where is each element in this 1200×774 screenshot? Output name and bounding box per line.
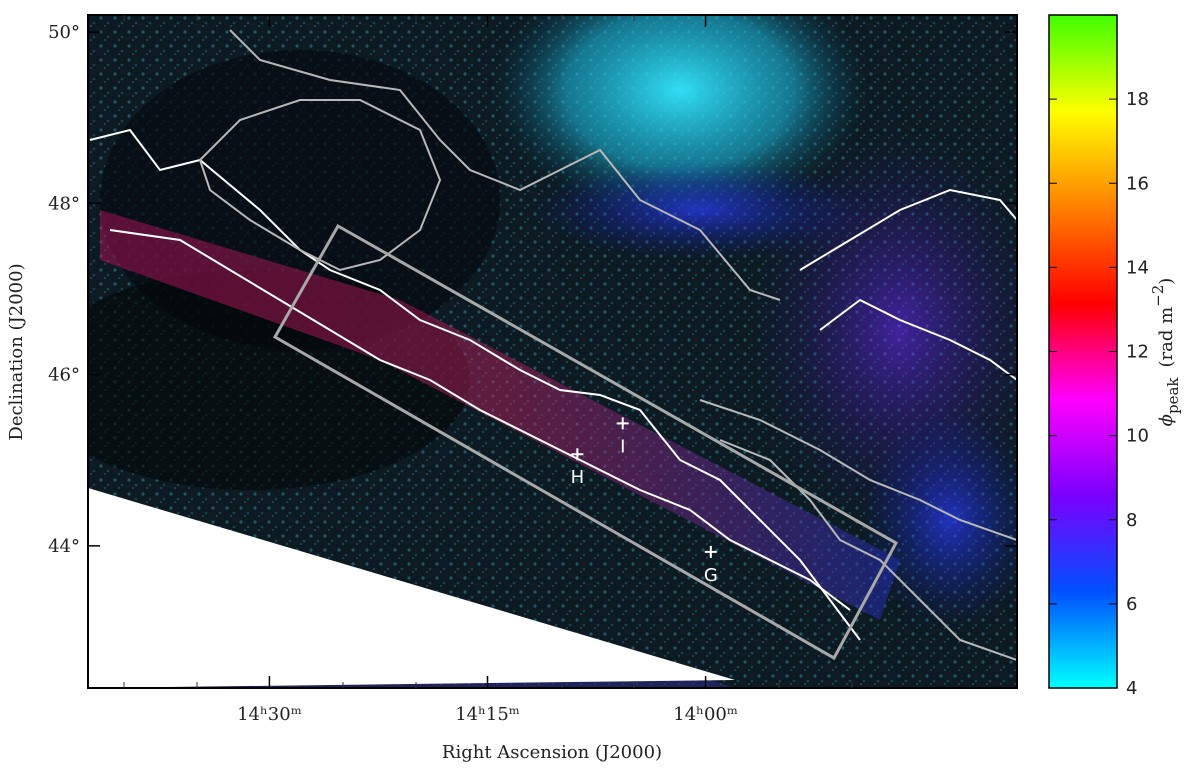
x-tick-label: 14ʰ00ᵐ (673, 704, 738, 725)
source-label: H (571, 467, 585, 488)
colorbar-tick-label: 14 (1126, 257, 1149, 278)
plot-frame (87, 14, 1018, 689)
y-tick-label: 44° (48, 536, 80, 557)
colorbar-label-close: ) (1156, 278, 1177, 285)
colorbar-tick-label: 4 (1126, 678, 1137, 699)
colorbar-label-superscript: −2 (1149, 285, 1167, 307)
colorbar-label-symbol: ϕ (1156, 414, 1177, 426)
colorbar-tick-label: 16 (1126, 173, 1149, 194)
source-marker (571, 448, 584, 461)
source-label: G (704, 565, 718, 586)
colorbar-tick-label: 10 (1126, 426, 1149, 447)
colorbar-label-unit: (rad m (1156, 307, 1177, 368)
source-marker (704, 545, 717, 558)
y-axis-title: Declination (J2000) (6, 263, 27, 440)
y-tick-label: 50° (48, 22, 80, 43)
colorbar-tick-label: 6 (1126, 594, 1137, 615)
source-label: I (620, 436, 625, 457)
x-tick-label: 14ʰ15ᵐ (455, 704, 520, 725)
colorbar-tick-label: 12 (1126, 342, 1149, 363)
minor-ticks (123, 15, 853, 688)
sky-image (88, 15, 1017, 688)
colorbar-tick-label: 8 (1126, 510, 1137, 531)
x-tick-label: 14ʰ30ᵐ (237, 704, 302, 725)
colorbar-label: ϕpeak (rad m−2) (1149, 278, 1182, 427)
colorbar-label-subscript: peak (1164, 377, 1182, 414)
source-marker (616, 417, 629, 430)
x-axis-title: Right Ascension (J2000) (442, 742, 662, 763)
y-tick-label: 48° (48, 193, 80, 214)
colorbar-tick-label: 18 (1126, 89, 1149, 110)
y-tick-label: 46° (48, 365, 80, 386)
colorbar (1048, 14, 1118, 689)
